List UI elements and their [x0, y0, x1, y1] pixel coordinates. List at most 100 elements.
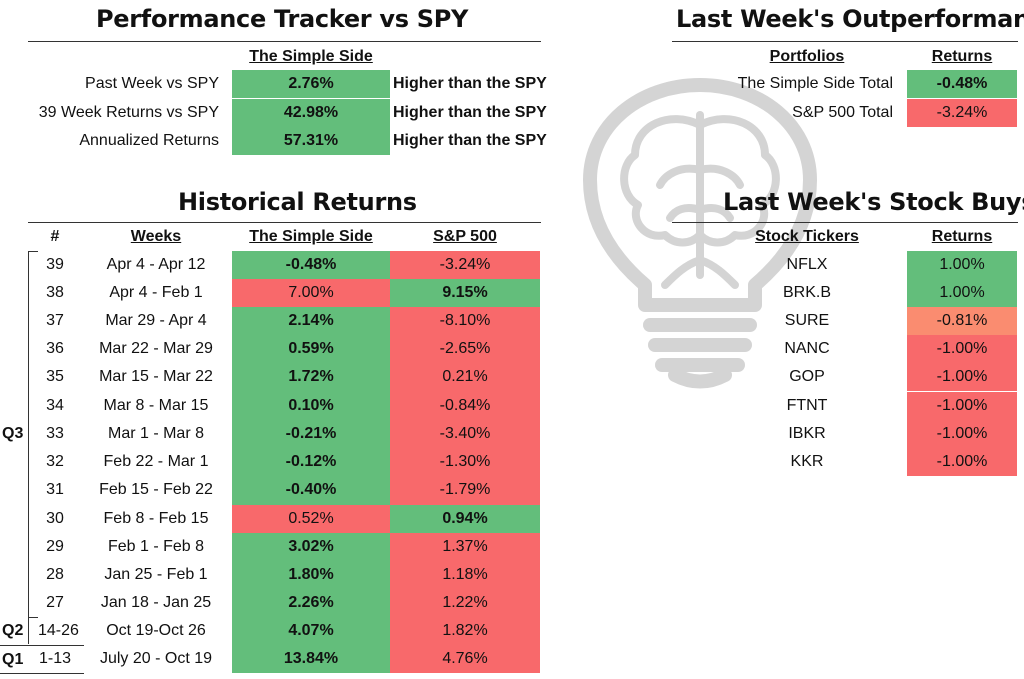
simple-side-return: 2.26%	[232, 589, 390, 617]
tracker-column-header: The Simple Side	[249, 48, 373, 65]
buys-title: Last Week's Stock Buys	[723, 188, 1024, 216]
week-range: Apr 4 - Apr 12	[106, 256, 206, 273]
outperformance-row-label: The Simple Side Total	[737, 75, 893, 92]
week-number: 30	[46, 510, 64, 527]
tracker-row-note: Higher than the SPY	[393, 132, 547, 149]
week-range: Jan 18 - Jan 25	[100, 594, 212, 611]
simple-side-return: 4.07%	[232, 617, 390, 645]
week-number: 39	[46, 256, 64, 273]
outperformance-row-label: S&P 500 Total	[792, 104, 893, 121]
stock-ticker: FTNT	[786, 397, 828, 414]
simple-side-return: 0.52%	[232, 505, 390, 533]
week-number: 27	[46, 594, 64, 611]
tracker-row-label: 39 Week Returns vs SPY	[38, 104, 219, 121]
sp500-return: 0.21%	[390, 363, 540, 392]
tracker-row-value: 57.31%	[232, 127, 390, 155]
buys-divider	[672, 222, 1018, 223]
week-number: 31	[46, 481, 64, 498]
stock-ticker: BRK.B	[782, 284, 831, 301]
stock-return: -1.00%	[907, 363, 1017, 391]
week-number: 34	[46, 397, 64, 414]
week-number: 38	[46, 284, 64, 301]
sp500-return: -1.30%	[390, 448, 540, 476]
q3-bracket-bottom	[28, 617, 38, 618]
stock-ticker: NANC	[784, 340, 830, 357]
week-range: Oct 19-Oct 26	[106, 622, 206, 639]
stock-return: 1.00%	[907, 251, 1017, 279]
simple-side-return: -0.40%	[232, 476, 390, 505]
outperformance-col-returns: Returns	[931, 48, 993, 65]
buys-col-returns: Returns	[931, 228, 993, 245]
q3-bracket-top	[28, 251, 38, 252]
week-range: Apr 4 - Feb 1	[109, 284, 203, 301]
sp500-return: 1.37%	[390, 533, 540, 561]
week-range: Mar 8 - Mar 15	[103, 397, 209, 414]
sp500-return: -1.79%	[390, 476, 540, 505]
stock-return: 1.00%	[907, 279, 1017, 307]
stock-return: -1.00%	[907, 420, 1017, 448]
lightbulb-brain-icon	[583, 78, 817, 389]
week-range: Mar 1 - Mar 8	[107, 425, 204, 442]
quarter-label-q3: Q3	[2, 425, 24, 442]
week-range: July 20 - Oct 19	[99, 650, 213, 667]
sp500-return: 1.82%	[390, 617, 540, 645]
historical-divider	[28, 222, 541, 223]
historical-col-simple: The Simple Side	[249, 228, 373, 245]
stock-return: -1.00%	[907, 392, 1017, 420]
simple-side-return: 13.84%	[232, 645, 390, 673]
q2-divider	[0, 645, 84, 646]
sp500-return: -3.24%	[390, 251, 540, 279]
outperformance-divider	[672, 41, 1018, 42]
tracker-row-label: Annualized Returns	[79, 132, 219, 149]
week-range: Jan 25 - Feb 1	[104, 566, 208, 583]
simple-side-return: 1.72%	[232, 363, 390, 392]
sp500-return: 0.94%	[390, 505, 540, 533]
week-range: Feb 1 - Feb 8	[107, 538, 205, 555]
sp500-return: 9.15%	[390, 279, 540, 307]
sp500-return: 1.22%	[390, 589, 540, 617]
sp500-return: 4.76%	[390, 645, 540, 673]
week-number: 37	[46, 312, 64, 329]
tracker-row-value: 2.76%	[232, 70, 390, 98]
tracker-row-value: 42.98%	[232, 99, 390, 127]
quarter-label-q1: Q1	[2, 651, 24, 668]
tracker-row-note: Higher than the SPY	[393, 104, 547, 121]
simple-side-return: 7.00%	[232, 279, 390, 307]
simple-side-return: -0.21%	[232, 420, 390, 448]
historical-col-weeks: Weeks	[130, 228, 182, 245]
week-number: 35	[46, 368, 64, 385]
q3-bracket	[28, 251, 29, 644]
quarter-label-q2: Q2	[2, 622, 24, 639]
tracker-title: Performance Tracker vs SPY	[96, 5, 469, 33]
stock-return: -0.81%	[907, 307, 1017, 335]
tracker-row-label: Past Week vs SPY	[85, 75, 219, 92]
outperformance-col-portfolios: Portfolios	[769, 48, 845, 65]
sp500-return: -3.40%	[390, 420, 540, 448]
historical-title: Historical Returns	[178, 188, 417, 216]
tracker-row-note: Higher than the SPY	[393, 75, 547, 92]
simple-side-return: 2.14%	[232, 307, 390, 335]
sp500-return: 1.18%	[390, 561, 540, 589]
sp500-return: -8.10%	[390, 307, 540, 335]
week-range: Feb 22 - Mar 1	[103, 453, 209, 470]
sp500-return: -2.65%	[390, 335, 540, 363]
week-range: Mar 15 - Mar 22	[99, 368, 213, 385]
week-range: Feb 15 - Feb 22	[99, 481, 213, 498]
week-number: 32	[46, 453, 64, 470]
week-range: Mar 22 - Mar 29	[99, 340, 213, 357]
buys-col-tickers: Stock Tickers	[755, 228, 859, 245]
simple-side-return: 1.80%	[232, 561, 390, 589]
week-range: Mar 29 - Apr 4	[105, 312, 207, 329]
week-number: 33	[46, 425, 64, 442]
simple-side-return: -0.12%	[232, 448, 390, 476]
outperformance-row-value: -3.24%	[907, 99, 1017, 127]
stock-ticker: GOP	[789, 368, 825, 385]
week-number: 28	[46, 566, 64, 583]
week-number: 1-13	[38, 650, 72, 667]
historical-col-sp: S&P 500	[433, 228, 497, 245]
sp500-return: -0.84%	[390, 392, 540, 420]
stock-return: -1.00%	[907, 448, 1017, 476]
week-number: 29	[46, 538, 64, 555]
simple-side-return: 3.02%	[232, 533, 390, 561]
stock-ticker: SURE	[784, 312, 830, 329]
